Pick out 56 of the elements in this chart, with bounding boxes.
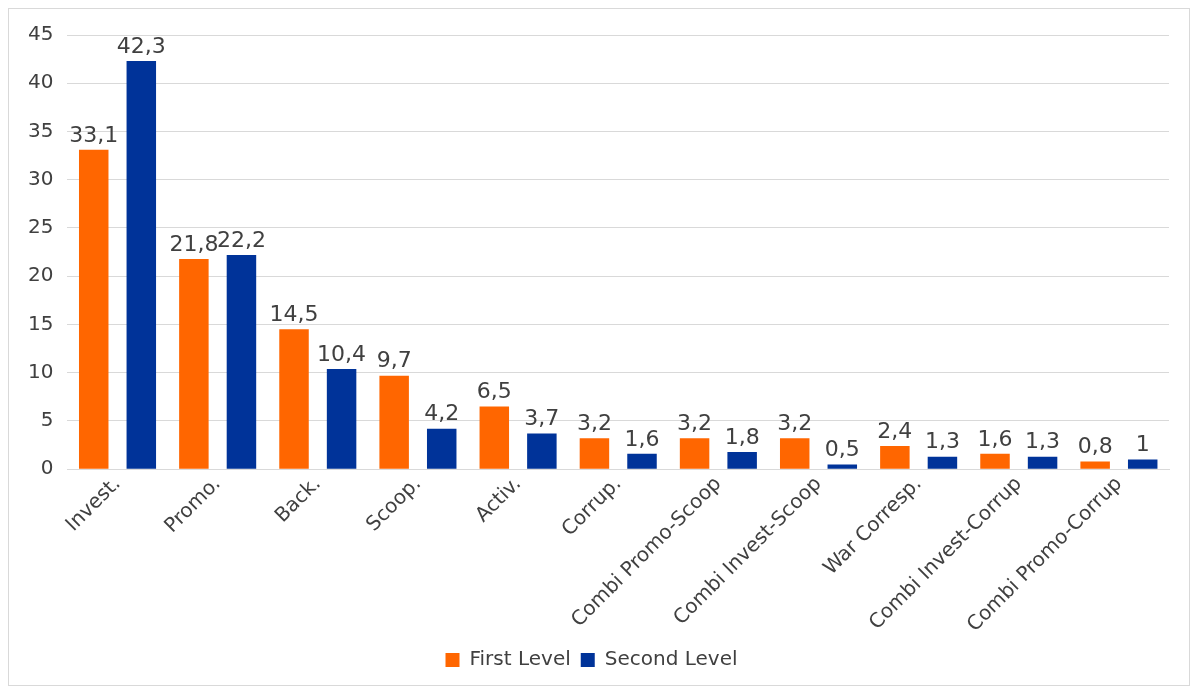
bar: [1027, 456, 1058, 469]
bar: [1080, 461, 1110, 469]
bar: [1127, 459, 1158, 469]
bar: [279, 329, 309, 469]
bar: [226, 255, 257, 469]
y-tick-label: 10: [28, 358, 54, 383]
bar: [326, 368, 357, 469]
bar: [679, 438, 710, 469]
data-label: 1: [1135, 431, 1150, 457]
data-label: 14,5: [269, 301, 319, 327]
data-label: 1,3: [924, 428, 960, 454]
y-tick-label: 20: [28, 262, 54, 287]
y-tick-label: 5: [40, 407, 54, 432]
data-label: 10,4: [317, 340, 367, 366]
bar: [527, 433, 557, 469]
data-label: 3,2: [576, 410, 612, 436]
bar: [880, 446, 910, 469]
data-label: 3,7: [524, 405, 560, 431]
data-label: 21,8: [169, 230, 219, 256]
y-tick-label: 0: [40, 455, 54, 480]
bar: [426, 428, 457, 469]
y-tick-label: 30: [28, 165, 54, 190]
data-label: 0,8: [1077, 433, 1113, 459]
bar: [827, 464, 858, 469]
data-label: 4,2: [424, 400, 460, 426]
bar: [579, 438, 610, 469]
y-tick-label: 15: [28, 310, 54, 335]
bar: [980, 453, 1010, 469]
bar: [126, 61, 157, 469]
y-tick-label: 40: [28, 69, 54, 94]
bar: [179, 258, 209, 469]
data-label: 22,2: [216, 226, 266, 252]
data-label: 1,3: [1025, 428, 1061, 454]
bar: [78, 149, 109, 469]
bar: [779, 438, 810, 469]
bar: [927, 456, 958, 469]
bar: [727, 451, 757, 469]
legend-label: Second Level: [604, 646, 738, 671]
bar: [627, 453, 657, 469]
data-label: 9,7: [376, 347, 412, 373]
data-label: 6,5: [476, 378, 512, 404]
data-label: 1,8: [724, 423, 760, 449]
y-tick-label: 35: [28, 117, 54, 142]
data-label: 2,4: [877, 417, 913, 443]
data-label: 42,3: [116, 32, 166, 58]
data-label: 0,5: [824, 436, 860, 462]
data-label: 1,6: [977, 425, 1013, 451]
data-label: 3,2: [677, 410, 713, 436]
y-tick-label: 25: [28, 214, 54, 239]
bar: [479, 406, 510, 469]
bar: [379, 375, 409, 469]
data-label: 33,1: [69, 121, 119, 147]
y-tick-label: 45: [28, 21, 54, 46]
legend-label: First Level: [469, 646, 571, 671]
data-label: 1,6: [624, 425, 660, 451]
data-label: 3,2: [777, 410, 813, 436]
